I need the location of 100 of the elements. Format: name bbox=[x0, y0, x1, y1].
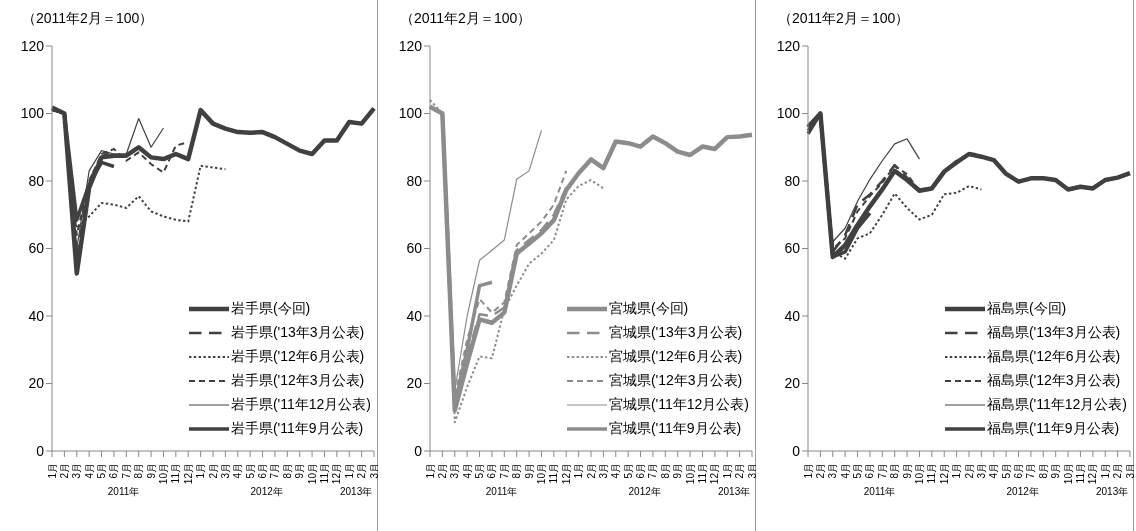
y-tick-label: 100 bbox=[776, 105, 801, 122]
legend-label: 福島県('11年12月公表) bbox=[986, 396, 1127, 414]
x-tick-label: 6月 bbox=[1013, 463, 1025, 479]
legend-label: 岩手県('12年6月公表) bbox=[230, 348, 365, 366]
legend-label: 福島県('13年3月公表) bbox=[986, 324, 1121, 342]
x-tick-label: 8月 bbox=[1037, 463, 1049, 479]
x-tick-label: 4月 bbox=[83, 463, 95, 479]
text: 2011年 bbox=[484, 485, 519, 499]
x-tick-label: 11月 bbox=[1074, 463, 1086, 484]
legend-label: 岩手県(今回) bbox=[230, 300, 311, 318]
x-tick-label: 9月 bbox=[672, 463, 684, 479]
x-tick-label: 7月 bbox=[498, 463, 510, 479]
x-tick-label: 12月 bbox=[1087, 463, 1099, 485]
x-tick-label: 6月 bbox=[635, 463, 647, 479]
x-tick-label: 3月 bbox=[746, 463, 758, 479]
x-tick-label: 6月 bbox=[486, 463, 498, 479]
text: 2011年 bbox=[106, 485, 141, 499]
x-tick-label: 6月 bbox=[257, 463, 269, 479]
legend-label: 福島県('12年6月公表) bbox=[986, 348, 1121, 366]
legend-label: 福島県('11年9月公表) bbox=[986, 420, 1120, 438]
x-tick-label: 5月 bbox=[852, 463, 864, 479]
x-tick-label: 2月 bbox=[356, 463, 368, 479]
y-tick-label: 20 bbox=[406, 375, 423, 392]
y-tick-label: 80 bbox=[28, 172, 45, 189]
x-tick-label: 8月 bbox=[281, 463, 293, 479]
y-tick-label: 120 bbox=[776, 37, 801, 54]
x-tick-label: 2月 bbox=[207, 463, 219, 479]
text: 2012年 bbox=[249, 485, 284, 499]
y-tick-label: 100 bbox=[398, 105, 423, 122]
y-tick-label: 20 bbox=[28, 375, 45, 392]
x-tick-label: 11月 bbox=[548, 463, 560, 484]
x-tick-label: 10月 bbox=[306, 463, 318, 485]
x-tick-label: 1月 bbox=[951, 463, 963, 479]
x-tick-label: 5月 bbox=[622, 463, 634, 479]
x-tick-label: 4月 bbox=[232, 463, 244, 479]
x-tick-label: 1月 bbox=[573, 463, 585, 479]
x-tick-label: 7月 bbox=[1025, 463, 1037, 479]
x-tick-label: 2月 bbox=[58, 463, 70, 479]
x-tick-label: 11月 bbox=[318, 463, 330, 484]
x-tick-label: 2月 bbox=[436, 463, 448, 479]
x-tick-label: 5月 bbox=[96, 463, 108, 479]
legend-label: 宮城県('12年3月公表) bbox=[608, 372, 743, 390]
y-tick-label: 60 bbox=[406, 240, 423, 257]
text: 2011年 bbox=[862, 485, 897, 499]
y-tick-label: 40 bbox=[406, 307, 423, 324]
legend-label: 宮城県(今回) bbox=[608, 300, 689, 318]
x-tick-label: 10月 bbox=[535, 463, 547, 485]
x-tick-label: 2月 bbox=[963, 463, 975, 479]
x-tick-label: 12月 bbox=[182, 463, 194, 485]
y-tick-label: 0 bbox=[414, 442, 423, 459]
x-tick-label: 3月 bbox=[449, 463, 461, 479]
y-tick-label: 60 bbox=[28, 240, 45, 257]
x-tick-label: 12月 bbox=[331, 463, 343, 485]
x-tick-label: 8月 bbox=[511, 463, 523, 479]
legend-label: 福島県('12年3月公表) bbox=[986, 372, 1121, 390]
legend-label: 岩手県('12年3月公表) bbox=[230, 372, 365, 390]
x-tick-label: 4月 bbox=[461, 463, 473, 479]
x-tick-label: 2月 bbox=[814, 463, 826, 479]
x-tick-label: 7月 bbox=[876, 463, 888, 479]
x-tick-label: 2月 bbox=[1112, 463, 1124, 479]
y-tick-label: 40 bbox=[784, 307, 801, 324]
x-tick-label: 3月 bbox=[1124, 463, 1136, 479]
x-tick-label: 8月 bbox=[889, 463, 901, 479]
x-tick-label: 10月 bbox=[157, 463, 169, 485]
x-tick-label: 2月 bbox=[585, 463, 597, 479]
x-tick-label: 1月 bbox=[195, 463, 207, 479]
text: 2012年 bbox=[627, 485, 662, 499]
y-tick-label: 20 bbox=[784, 375, 801, 392]
x-tick-label: 5月 bbox=[244, 463, 256, 479]
legend-label: 岩手県('13年3月公表) bbox=[230, 324, 365, 342]
x-tick-label: 12月 bbox=[560, 463, 572, 485]
x-tick-label: 11月 bbox=[696, 463, 708, 484]
text: 2013年 bbox=[1095, 485, 1130, 499]
x-tick-label: 5月 bbox=[1000, 463, 1012, 479]
x-tick-label: 7月 bbox=[120, 463, 132, 479]
y-tick-label: 120 bbox=[20, 37, 45, 54]
y-tick-label: 40 bbox=[28, 307, 45, 324]
y-axis-title: （2011年2月＝100） bbox=[400, 10, 532, 28]
x-tick-label: 9月 bbox=[901, 463, 913, 479]
legend-label: 宮城県('12年6月公表) bbox=[608, 348, 743, 366]
x-tick-label: 7月 bbox=[269, 463, 281, 479]
x-tick-label: 9月 bbox=[145, 463, 157, 479]
x-tick-label: 3月 bbox=[597, 463, 609, 479]
x-tick-label: 6月 bbox=[108, 463, 120, 479]
text: 2012年 bbox=[1005, 485, 1040, 499]
x-tick-label: 8月 bbox=[659, 463, 671, 479]
legend-label: 宮城県('13年3月公表) bbox=[608, 324, 743, 342]
x-tick-label: 3月 bbox=[71, 463, 83, 479]
legend-label: 宮城県('11年12月公表) bbox=[608, 396, 749, 414]
x-tick-label: 9月 bbox=[1050, 463, 1062, 479]
x-tick-label: 12月 bbox=[709, 463, 721, 485]
x-tick-label: 4月 bbox=[988, 463, 1000, 479]
x-tick-label: 12月 bbox=[938, 463, 950, 485]
text: 2013年 bbox=[339, 485, 374, 499]
x-tick-label: 6月 bbox=[864, 463, 876, 479]
x-tick-label: 3月 bbox=[368, 463, 380, 479]
y-tick-label: 60 bbox=[784, 240, 801, 257]
y-axis-title: （2011年2月＝100） bbox=[22, 10, 154, 28]
text: 2013年 bbox=[717, 485, 752, 499]
x-tick-label: 11月 bbox=[170, 463, 182, 484]
